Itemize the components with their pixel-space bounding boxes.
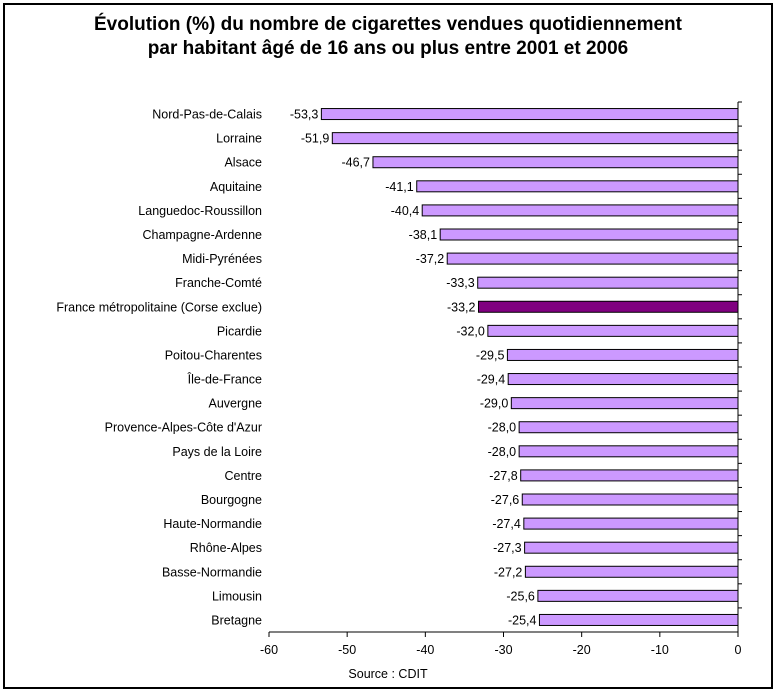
category-label-2: Lorraine — [216, 132, 262, 146]
category-label-6: Champagne-Ardenne — [142, 228, 262, 242]
bar-2 — [331, 132, 739, 145]
bar-13 — [510, 397, 739, 410]
category-label-10: Picardie — [217, 324, 262, 338]
category-label-20: Basse-Normandie — [162, 565, 262, 579]
chart-title-line-2: par habitant âgé de 16 ans ou plus entre… — [147, 38, 629, 59]
category-label-5: Languedoc-Roussillon — [138, 204, 262, 218]
chart-title: Évolution (%) du nombre de cigarettes ve… — [5, 13, 771, 61]
category-label-4: Aquitaine — [210, 180, 262, 194]
source-note: Source : CDIT — [348, 667, 428, 681]
bar-15 — [518, 445, 739, 458]
data-label-3: -46,7 — [341, 156, 370, 170]
bar-9 — [477, 300, 739, 313]
bar-19 — [524, 541, 739, 554]
bar-17 — [521, 493, 739, 506]
data-label-5: -40,4 — [391, 204, 420, 218]
x-tick-label-1: -60 — [260, 643, 278, 657]
data-label-22: -25,4 — [508, 613, 537, 627]
category-label-11: Poitou-Charentes — [165, 348, 262, 362]
data-label-1: -53,3 — [290, 108, 319, 122]
bar-21 — [537, 589, 739, 602]
bar-6 — [439, 228, 739, 241]
bars-group: -53,3 Nord-Pas-de-Calais -51,9 Lorraine -46,… — [56, 108, 739, 627]
data-label-2: -51,9 — [301, 132, 330, 146]
data-label-19: -27,3 — [493, 541, 522, 555]
chart-title-line-1: Évolution (%) du nombre de cigarettes ve… — [93, 14, 682, 35]
category-label-8: Franche-Comté — [175, 276, 262, 290]
category-label-3: Alsace — [224, 156, 262, 170]
category-label-19: Rhône-Alpes — [190, 541, 262, 555]
data-label-7: -37,2 — [416, 252, 445, 266]
bar-14 — [518, 421, 739, 434]
bar-20 — [524, 565, 739, 578]
data-label-15: -28,0 — [488, 445, 517, 459]
data-label-9: -33,2 — [447, 300, 476, 314]
x-tick-label-3: -40 — [416, 643, 434, 657]
bar-4 — [416, 180, 739, 193]
category-label-13: Auvergne — [208, 397, 262, 411]
bar-1 — [320, 108, 739, 121]
data-label-17: -27,6 — [491, 493, 520, 507]
x-axis: -60 -50 -40 -30 -20 -10 0 — [260, 101, 742, 657]
x-tick-label-5: -20 — [573, 643, 591, 657]
data-label-14: -28,0 — [488, 421, 517, 435]
category-label-9: France métropolitaine (Corse exclue) — [56, 300, 262, 314]
bar-12 — [507, 373, 739, 386]
x-tick-label-2: -50 — [338, 643, 356, 657]
bar-22 — [538, 613, 739, 626]
data-label-21: -25,6 — [506, 589, 535, 603]
bar-3 — [372, 156, 739, 169]
bar-7 — [446, 252, 739, 265]
x-tick-label-4: -30 — [494, 643, 512, 657]
category-label-18: Haute-Normandie — [163, 517, 262, 531]
data-label-18: -27,4 — [492, 517, 521, 531]
bar-18 — [523, 517, 739, 530]
bar-5 — [421, 204, 739, 217]
data-label-13: -29,0 — [480, 397, 509, 411]
category-label-12: Île-de-France — [187, 372, 262, 387]
data-label-12: -29,4 — [477, 373, 506, 387]
data-label-8: -33,3 — [446, 276, 475, 290]
data-label-4: -41,1 — [385, 180, 414, 194]
x-tick-label-6: -10 — [651, 643, 669, 657]
data-label-16: -27,8 — [489, 469, 518, 483]
bar-16 — [520, 469, 739, 482]
category-label-22: Bretagne — [211, 613, 262, 627]
x-tick-label-7: 0 — [735, 643, 742, 657]
bar-10 — [487, 324, 739, 337]
category-label-21: Limousin — [212, 589, 262, 603]
category-label-7: Midi-Pyrénées — [182, 252, 262, 266]
data-label-10: -32,0 — [456, 324, 485, 338]
data-label-6: -38,1 — [409, 228, 438, 242]
category-label-14: Provence-Alpes-Côte d'Azur — [105, 421, 262, 435]
data-label-11: -29,5 — [476, 348, 505, 362]
category-label-1: Nord-Pas-de-Calais — [152, 108, 262, 122]
category-label-15: Pays de la Loire — [172, 445, 262, 459]
data-label-20: -27,2 — [494, 565, 523, 579]
category-label-17: Bourgogne — [201, 493, 262, 507]
category-label-16: Centre — [224, 469, 262, 483]
bar-8 — [477, 276, 739, 289]
bar-11 — [506, 348, 739, 361]
